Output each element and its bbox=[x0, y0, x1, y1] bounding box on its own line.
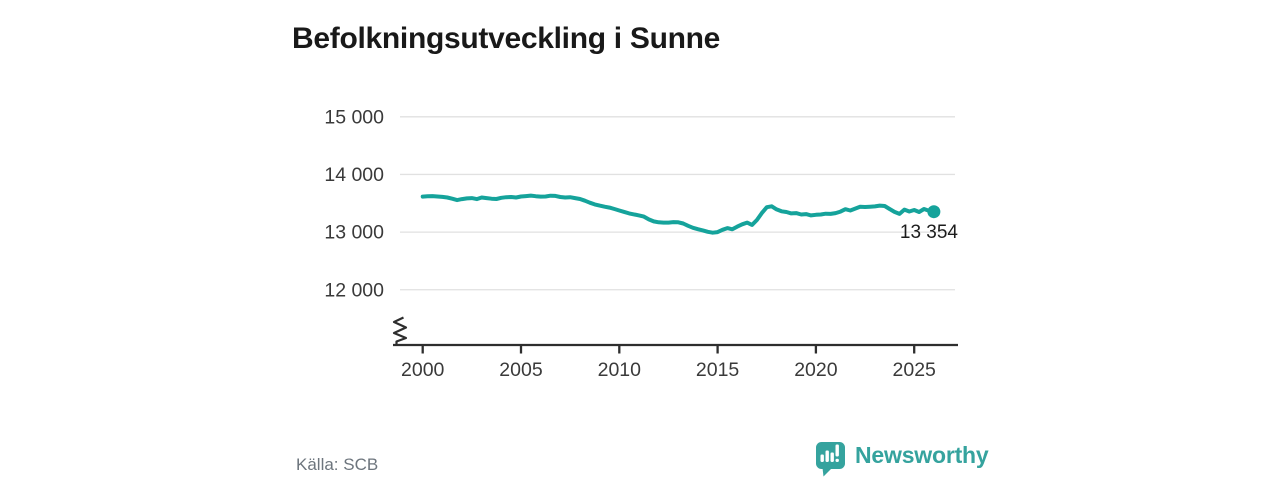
x-axis-label: 2020 bbox=[794, 359, 838, 381]
source-label: Källa: SCB bbox=[296, 455, 379, 474]
x-axis-label: 2015 bbox=[696, 359, 740, 381]
x-axis-label: 2005 bbox=[499, 359, 543, 381]
y-axis-label: 15 000 bbox=[324, 106, 384, 128]
series-end-value-label: 13 354 bbox=[900, 222, 959, 243]
y-axis-label: 13 000 bbox=[324, 222, 384, 244]
newsworthy-logo-icon bbox=[816, 442, 845, 477]
axis-break-icon bbox=[392, 316, 408, 346]
x-axis-label: 2025 bbox=[893, 359, 937, 381]
series-end-dot bbox=[927, 205, 941, 219]
x-axis-label: 2010 bbox=[598, 359, 642, 381]
newsworthy-brand: Newsworthy bbox=[816, 441, 989, 477]
chart-title: Befolkningsutveckling i Sunne bbox=[292, 22, 721, 56]
y-axis-label: 12 000 bbox=[324, 279, 384, 301]
y-axis-label: 14 000 bbox=[324, 164, 384, 186]
x-axis-label: 2000 bbox=[401, 359, 445, 381]
population-series-line bbox=[420, 193, 936, 235]
newsworthy-logo-text: Newsworthy bbox=[855, 442, 989, 468]
